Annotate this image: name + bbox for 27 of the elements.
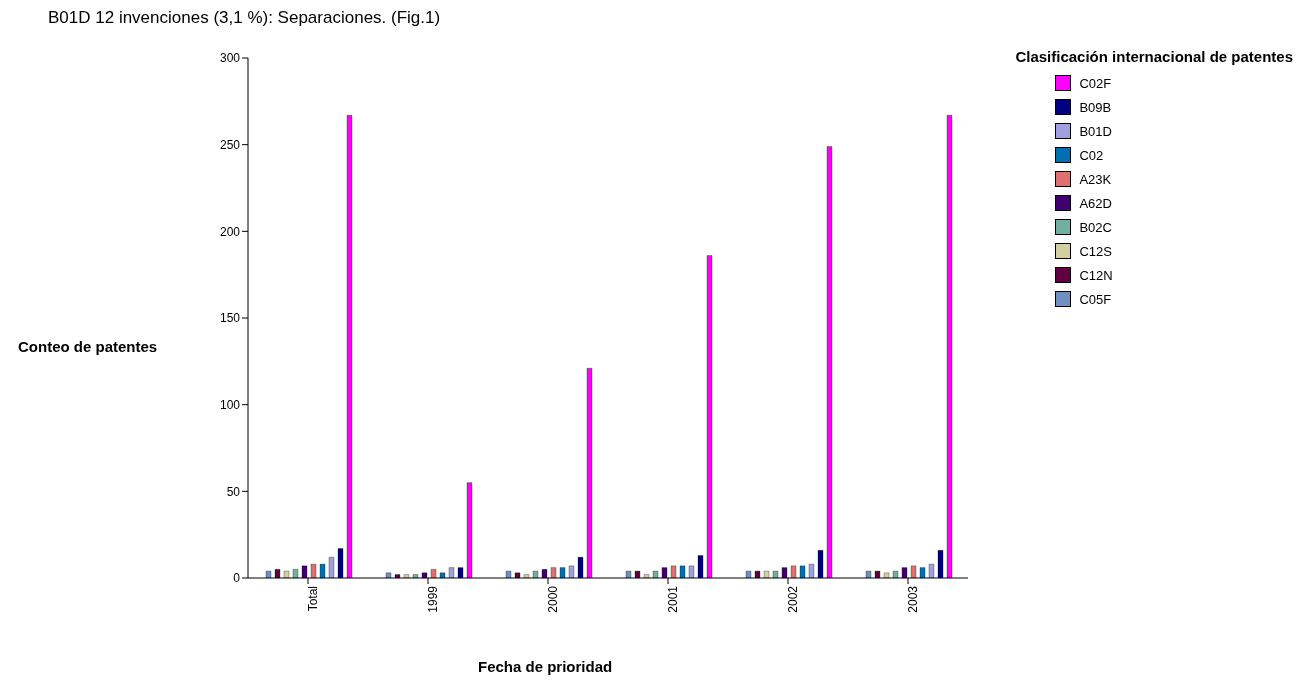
legend-label: C12N — [1079, 267, 1113, 283]
x-tick-label: Total — [305, 586, 320, 612]
legend-label: C12S — [1079, 243, 1112, 259]
legend-label: C05F — [1079, 291, 1112, 307]
x-tick-label: 1999 — [425, 585, 440, 613]
y-axis-title: Conteo de patentes — [18, 338, 159, 355]
legend-label: A62D — [1079, 195, 1112, 211]
y-tick-label: 200 — [219, 224, 241, 239]
y-tick-label: 300 — [219, 51, 241, 66]
chart-title: B01D 12 invenciones (3,1 %): Separaciones. (Fig.1) — [48, 8, 441, 28]
legend-label: B09B — [1079, 99, 1112, 115]
y-tick-label: 150 — [219, 311, 241, 326]
x-tick-label: 2001 — [665, 585, 680, 613]
y-tick-label: 100 — [219, 397, 241, 412]
y-tick-label: 50 — [226, 484, 241, 499]
y-tick-label: 250 — [219, 137, 241, 152]
legend-label: C02 — [1079, 147, 1104, 163]
legend-label: C02F — [1079, 75, 1112, 91]
y-tick-label: 0 — [233, 571, 241, 586]
legend-label: A23K — [1079, 171, 1112, 187]
legend-title: Clasificación internacional de patentes — [1015, 48, 1293, 65]
legend-label: B02C — [1079, 219, 1112, 235]
x-tick-label: 2000 — [545, 585, 560, 613]
x-tick-label: 2003 — [905, 585, 920, 613]
x-tick-label: 2002 — [785, 585, 800, 613]
legend-label: B01D — [1079, 123, 1112, 139]
x-axis-title: Fecha de prioridad — [478, 658, 613, 675]
